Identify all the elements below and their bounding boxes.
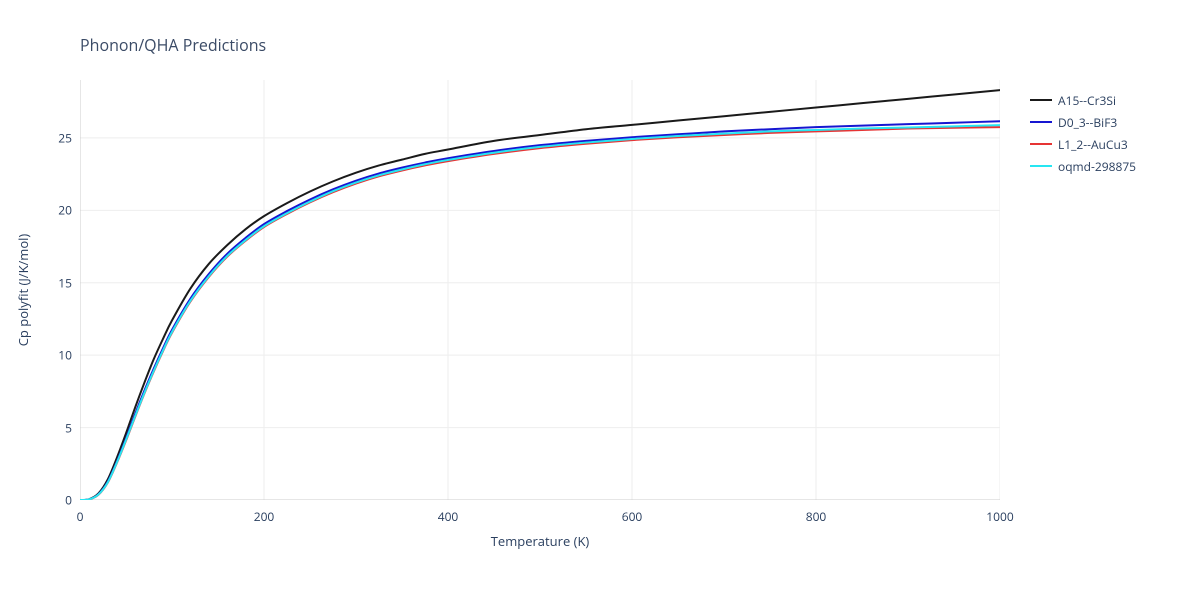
series-line[interactable] [80, 121, 1000, 500]
plot-svg [80, 80, 1000, 500]
series-line[interactable] [80, 90, 1000, 500]
y-axis-label: Cp polyfit (J/K/mol) [14, 234, 32, 347]
y-tick-label: 5 [65, 419, 72, 436]
legend-label: A15--Cr3Si [1058, 92, 1116, 109]
x-tick-label: 1000 [986, 508, 1013, 525]
legend-swatch [1030, 143, 1052, 145]
legend: A15--Cr3Si D0_3--BiF3 L1_2--AuCu3 oqmd-2988… [1030, 90, 1136, 178]
y-tick-label: 0 [65, 492, 72, 509]
y-tick-label: 25 [58, 129, 72, 146]
x-tick-label: 800 [806, 508, 827, 525]
legend-swatch [1030, 121, 1052, 123]
x-tick-label: 0 [77, 508, 84, 525]
x-tick-label: 600 [622, 508, 643, 525]
legend-item[interactable]: D0_3--BiF3 [1030, 112, 1136, 132]
y-tick-label: 10 [58, 347, 72, 364]
legend-item[interactable]: oqmd-298875 [1030, 156, 1136, 176]
plot-area[interactable] [80, 80, 1000, 500]
legend-swatch [1030, 99, 1052, 101]
legend-item[interactable]: L1_2--AuCu3 [1030, 134, 1136, 154]
legend-label: D0_3--BiF3 [1058, 114, 1117, 131]
y-tick-label: 20 [58, 202, 72, 219]
legend-swatch [1030, 165, 1052, 167]
chart-title: Phonon/QHA Predictions [80, 34, 266, 56]
legend-item[interactable]: A15--Cr3Si [1030, 90, 1136, 110]
y-tick-label: 15 [58, 274, 72, 291]
chart-container: Phonon/QHA Predictions Temperature (K) C… [0, 0, 1200, 600]
x-tick-label: 400 [438, 508, 459, 525]
x-tick-label: 200 [254, 508, 275, 525]
x-axis-label: Temperature (K) [491, 532, 590, 550]
legend-label: oqmd-298875 [1058, 158, 1136, 175]
series-line[interactable] [80, 127, 1000, 500]
legend-label: L1_2--AuCu3 [1058, 136, 1128, 153]
series-line[interactable] [80, 125, 1000, 500]
